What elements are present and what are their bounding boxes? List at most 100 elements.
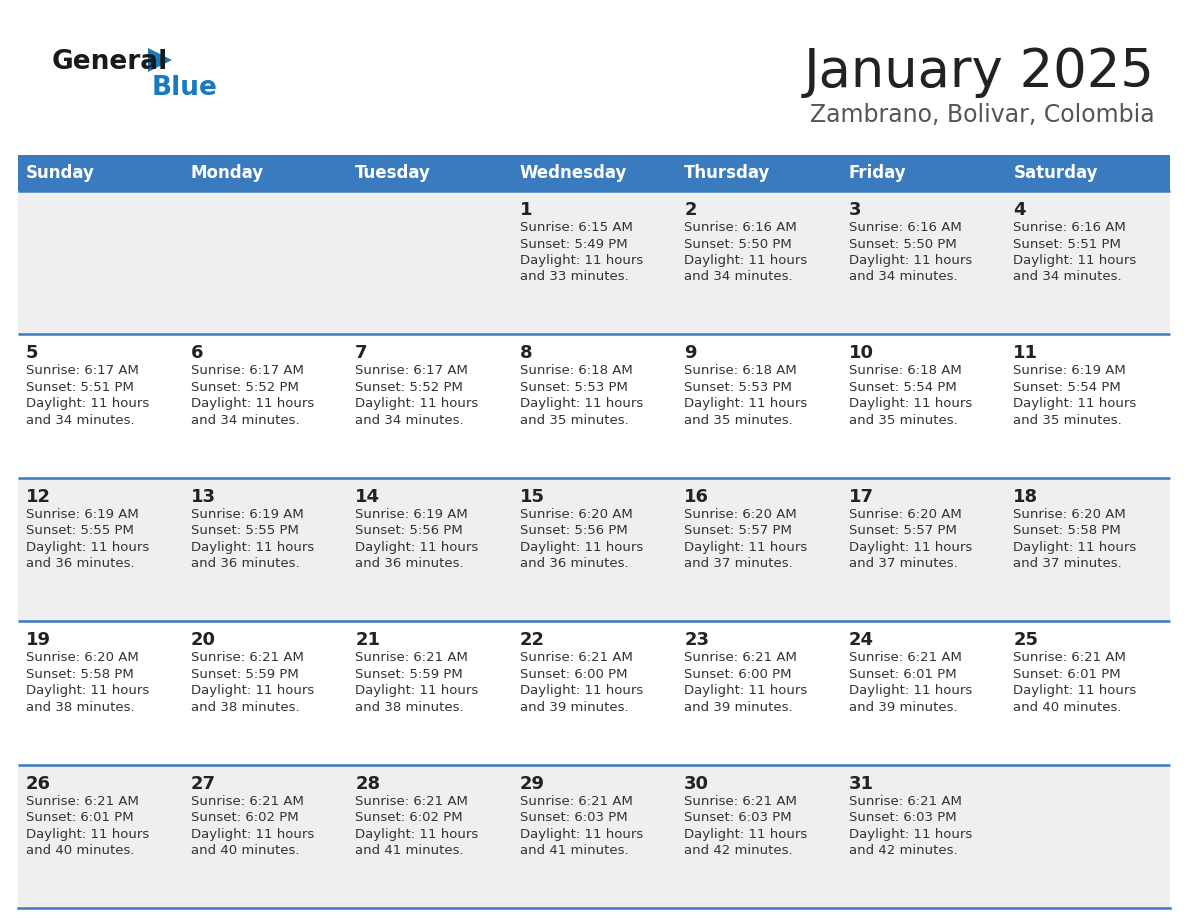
Text: Sunset: 5:52 PM: Sunset: 5:52 PM [190, 381, 298, 394]
Text: Daylight: 11 hours: Daylight: 11 hours [519, 828, 643, 841]
Text: Daylight: 11 hours: Daylight: 11 hours [355, 397, 479, 410]
Text: Daylight: 11 hours: Daylight: 11 hours [684, 397, 808, 410]
Text: Daylight: 11 hours: Daylight: 11 hours [190, 828, 314, 841]
Bar [1005, 477, 1170, 621]
Text: Sunrise: 6:20 AM: Sunrise: 6:20 AM [26, 651, 139, 665]
Text: Daylight: 11 hours: Daylight: 11 hours [190, 684, 314, 697]
Bar [347, 334, 512, 477]
Text: Friday: Friday [849, 164, 906, 182]
Text: 21: 21 [355, 632, 380, 649]
Bar [1005, 155, 1170, 191]
Text: Sunrise: 6:21 AM: Sunrise: 6:21 AM [1013, 651, 1126, 665]
Text: Sunset: 6:03 PM: Sunset: 6:03 PM [684, 812, 792, 824]
Bar [512, 765, 676, 908]
Text: Sunset: 5:59 PM: Sunset: 5:59 PM [190, 667, 298, 681]
Text: Daylight: 11 hours: Daylight: 11 hours [355, 828, 479, 841]
Text: 3: 3 [849, 201, 861, 219]
Bar [183, 334, 347, 477]
Text: Sunrise: 6:21 AM: Sunrise: 6:21 AM [190, 795, 303, 808]
Text: and 40 minutes.: and 40 minutes. [190, 844, 299, 857]
Polygon shape [148, 48, 172, 72]
Text: 18: 18 [1013, 487, 1038, 506]
Bar [841, 191, 1005, 334]
Text: Daylight: 11 hours: Daylight: 11 hours [684, 254, 808, 267]
Text: 31: 31 [849, 775, 874, 792]
Text: Daylight: 11 hours: Daylight: 11 hours [26, 397, 150, 410]
Text: Sunset: 5:56 PM: Sunset: 5:56 PM [355, 524, 463, 537]
Text: Daylight: 11 hours: Daylight: 11 hours [1013, 541, 1137, 554]
Text: 23: 23 [684, 632, 709, 649]
Text: Daylight: 11 hours: Daylight: 11 hours [1013, 254, 1137, 267]
Text: 25: 25 [1013, 632, 1038, 649]
Bar [512, 191, 676, 334]
Text: 22: 22 [519, 632, 545, 649]
Text: Sunrise: 6:21 AM: Sunrise: 6:21 AM [849, 651, 962, 665]
Text: Daylight: 11 hours: Daylight: 11 hours [519, 254, 643, 267]
Text: 2: 2 [684, 201, 697, 219]
Text: Thursday: Thursday [684, 164, 771, 182]
Bar [512, 621, 676, 765]
Text: Sunrise: 6:19 AM: Sunrise: 6:19 AM [355, 508, 468, 521]
Text: 20: 20 [190, 632, 215, 649]
Text: Sunset: 6:02 PM: Sunset: 6:02 PM [190, 812, 298, 824]
Text: Daylight: 11 hours: Daylight: 11 hours [26, 828, 150, 841]
Bar [676, 621, 841, 765]
Bar [1005, 191, 1170, 334]
Text: Sunset: 6:01 PM: Sunset: 6:01 PM [849, 667, 956, 681]
Text: Sunset: 6:02 PM: Sunset: 6:02 PM [355, 812, 463, 824]
Text: Sunrise: 6:18 AM: Sunrise: 6:18 AM [519, 364, 632, 377]
Text: Sunset: 5:55 PM: Sunset: 5:55 PM [190, 524, 298, 537]
Text: and 40 minutes.: and 40 minutes. [1013, 700, 1121, 713]
Text: and 37 minutes.: and 37 minutes. [849, 557, 958, 570]
Text: and 34 minutes.: and 34 minutes. [26, 414, 134, 427]
Text: 12: 12 [26, 487, 51, 506]
Text: Sunrise: 6:16 AM: Sunrise: 6:16 AM [1013, 221, 1126, 234]
Bar [841, 477, 1005, 621]
Text: 17: 17 [849, 487, 874, 506]
Text: Daylight: 11 hours: Daylight: 11 hours [684, 684, 808, 697]
Text: and 35 minutes.: and 35 minutes. [684, 414, 794, 427]
Text: 29: 29 [519, 775, 545, 792]
Text: Sunrise: 6:21 AM: Sunrise: 6:21 AM [684, 651, 797, 665]
Text: Sunset: 5:58 PM: Sunset: 5:58 PM [26, 667, 134, 681]
Text: Sunset: 5:57 PM: Sunset: 5:57 PM [849, 524, 956, 537]
Bar [676, 765, 841, 908]
Text: January 2025: January 2025 [804, 46, 1155, 98]
Text: and 36 minutes.: and 36 minutes. [355, 557, 463, 570]
Text: Daylight: 11 hours: Daylight: 11 hours [190, 541, 314, 554]
Text: Saturday: Saturday [1013, 164, 1098, 182]
Text: 30: 30 [684, 775, 709, 792]
Text: Sunrise: 6:17 AM: Sunrise: 6:17 AM [355, 364, 468, 377]
Text: and 41 minutes.: and 41 minutes. [519, 844, 628, 857]
Text: Sunrise: 6:21 AM: Sunrise: 6:21 AM [355, 795, 468, 808]
Bar [18, 477, 183, 621]
Text: Sunrise: 6:21 AM: Sunrise: 6:21 AM [684, 795, 797, 808]
Text: Sunrise: 6:18 AM: Sunrise: 6:18 AM [684, 364, 797, 377]
Bar [347, 155, 512, 191]
Text: and 38 minutes.: and 38 minutes. [355, 700, 463, 713]
Text: 4: 4 [1013, 201, 1026, 219]
Text: 26: 26 [26, 775, 51, 792]
Text: 13: 13 [190, 487, 215, 506]
Bar [512, 334, 676, 477]
Text: Sunset: 6:01 PM: Sunset: 6:01 PM [1013, 667, 1121, 681]
Text: Daylight: 11 hours: Daylight: 11 hours [26, 684, 150, 697]
Bar [841, 334, 1005, 477]
Bar [841, 765, 1005, 908]
Text: and 34 minutes.: and 34 minutes. [1013, 271, 1121, 284]
Text: Daylight: 11 hours: Daylight: 11 hours [519, 397, 643, 410]
Text: Daylight: 11 hours: Daylight: 11 hours [519, 684, 643, 697]
Text: 8: 8 [519, 344, 532, 363]
Text: 6: 6 [190, 344, 203, 363]
Text: and 36 minutes.: and 36 minutes. [519, 557, 628, 570]
Bar [347, 191, 512, 334]
Bar [1005, 621, 1170, 765]
Text: 7: 7 [355, 344, 367, 363]
Text: Daylight: 11 hours: Daylight: 11 hours [190, 397, 314, 410]
Text: and 34 minutes.: and 34 minutes. [355, 414, 463, 427]
Text: Sunrise: 6:16 AM: Sunrise: 6:16 AM [849, 221, 961, 234]
Bar [512, 155, 676, 191]
Text: 14: 14 [355, 487, 380, 506]
Text: Sunset: 5:56 PM: Sunset: 5:56 PM [519, 524, 627, 537]
Text: and 38 minutes.: and 38 minutes. [190, 700, 299, 713]
